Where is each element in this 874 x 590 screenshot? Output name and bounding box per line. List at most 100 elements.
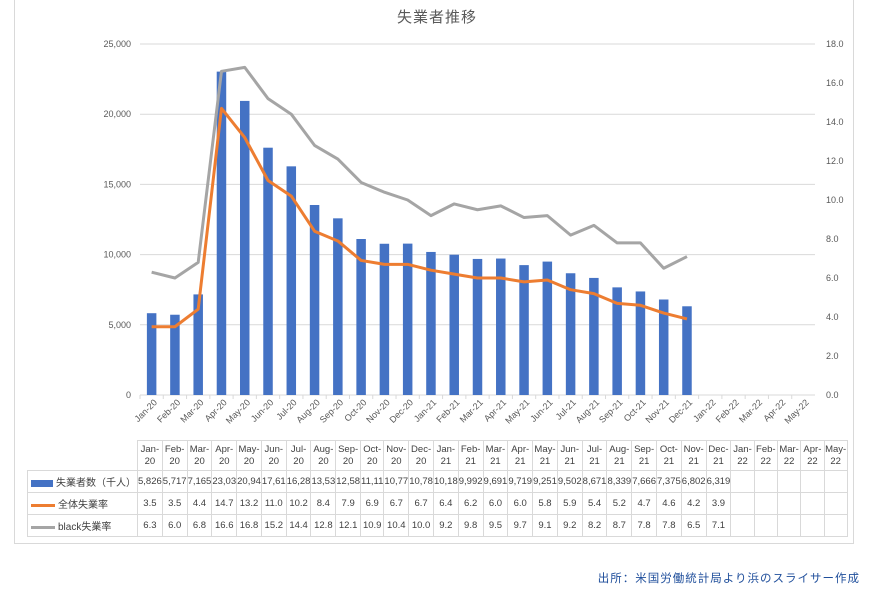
left-axis-tick: 15,000 — [103, 179, 131, 189]
table-cell: 6.3 — [137, 514, 163, 537]
table-cell: 9,992 — [457, 470, 484, 493]
x-axis-label: Sep-20 — [318, 397, 346, 425]
table-cell: 9.2 — [432, 514, 459, 537]
legend-gray-line-key-icon — [31, 525, 55, 529]
bar-unemployed — [146, 313, 157, 395]
table-header-cell: Jul- 21 — [581, 440, 608, 471]
table-cell: 5.8 — [532, 492, 558, 515]
table-cell — [753, 492, 778, 515]
row-label-text: 全体失業率 — [58, 500, 108, 511]
table-cell: 13.2 — [236, 492, 262, 515]
table-header-cell: May- 22 — [823, 440, 848, 471]
x-axis-label: Feb-22 — [714, 397, 741, 424]
right-axis-tick: 10.0 — [826, 195, 844, 205]
table-header-cell: Aug- 20 — [310, 440, 337, 471]
table-row: 全体失業率 3.5 3.5 4.4 14.7 13.2 11.0 10.2 8.4 7.9 6.9 6… — [27, 492, 848, 515]
table-cell: 3.5 — [161, 492, 188, 515]
x-axis-label: Mar-20 — [178, 397, 205, 424]
right-axis-tick: 4.0 — [826, 312, 839, 322]
table-header-cell: Dec- 20 — [408, 440, 434, 471]
bar-unemployed — [449, 254, 459, 395]
table-cell: 8.4 — [310, 492, 337, 515]
bar-unemployed — [309, 204, 320, 395]
table-cell: 6.2 — [457, 492, 484, 515]
x-axis-label: Jun-20 — [249, 397, 276, 424]
table-cell: 13,53 — [310, 470, 337, 493]
table-header-cell: Jan- 20 — [137, 440, 163, 471]
table-cell: 10.2 — [285, 492, 312, 515]
x-axis-label: Aug-20 — [294, 397, 322, 425]
table-cell — [800, 470, 825, 493]
table-header-cell: Jul- 20 — [285, 440, 312, 471]
table-cell: 3.5 — [137, 492, 163, 515]
row-label-text: 失業者数（千人） — [56, 478, 136, 489]
bar-unemployed — [286, 166, 297, 395]
x-axis-label: Feb-21 — [434, 397, 461, 424]
line-black-rate — [151, 65, 688, 280]
left-axis-tick: 0 — [126, 390, 131, 400]
table-cell: 4.6 — [656, 492, 682, 515]
table-cell: 5,826 — [137, 470, 163, 493]
table-cell: 5.4 — [581, 492, 608, 515]
table-header-cell: Mar- 21 — [482, 440, 509, 471]
table-cell: 10,78 — [408, 470, 434, 493]
table-cell — [776, 470, 802, 493]
right-axis-tick: 12.0 — [826, 156, 844, 166]
bar-unemployed — [542, 261, 553, 395]
combo-chart: 0 5,000 10,000 15,000 20,000 25,000 0.0 2.0 4.0 6… — [103, 39, 844, 426]
table-cell: 8,671 — [581, 470, 608, 493]
legend-orange-line-key-icon — [31, 503, 55, 507]
bar-unemployed — [216, 71, 227, 396]
table-header-cell: Aug- 21 — [606, 440, 633, 471]
table-cell: 6.9 — [360, 492, 385, 515]
table-cell: 7.8 — [656, 514, 682, 537]
x-axis-label: Feb-20 — [155, 397, 182, 424]
bar-unemployed — [658, 299, 669, 395]
table-cell: 9.1 — [532, 514, 558, 537]
table-cell — [823, 492, 848, 515]
bar-unemployed — [170, 314, 180, 395]
table-cell: 8.2 — [581, 514, 608, 537]
table-cell: 4.7 — [631, 492, 657, 515]
data-table: Jan- 20 Feb- 20 Mar- 20 Apr- 20 May- 20 Jun- 20 Jul-… — [27, 440, 848, 537]
table-header-cell: Feb- 22 — [753, 440, 778, 471]
table-cell — [776, 492, 802, 515]
table-cell: 4.4 — [186, 492, 213, 515]
legend-bar-key-icon — [31, 479, 53, 487]
table-header-cell: Mar- 20 — [186, 440, 213, 471]
left-axis-tick: 20,000 — [103, 109, 131, 119]
x-axis-label: Nov-21 — [644, 397, 672, 425]
bar-unemployed — [682, 306, 692, 395]
table-row: 失業者数（千人） 5,826 5,717 7,165 23,03 20,94 17,61 16… — [27, 470, 848, 493]
right-axis-tick: 8.0 — [826, 234, 839, 244]
table-cell: 9,719 — [507, 470, 534, 493]
table-cell: 16.8 — [236, 514, 262, 537]
table-cell: 6.0 — [507, 492, 534, 515]
x-axis-label: Mar-21 — [458, 397, 485, 424]
table-header-cell: Feb- 20 — [161, 440, 188, 471]
left-axis-tick: 10,000 — [103, 250, 131, 260]
table-header-cell: Nov- 20 — [383, 440, 410, 471]
bar-unemployed — [402, 243, 413, 395]
left-axis-tick: 5,000 — [108, 320, 131, 330]
right-axis-tick: 6.0 — [826, 273, 839, 283]
table-header-cell: Jan- 22 — [730, 440, 755, 471]
table-cell: 15.2 — [260, 514, 287, 537]
row-label: 失業者数（千人） — [27, 470, 138, 493]
table-header-cell: Oct- 20 — [360, 440, 385, 471]
table-cell — [800, 514, 825, 537]
table-cell: 16.6 — [211, 514, 238, 537]
table-cell: 17,61 — [260, 470, 287, 493]
table-cell: 14.7 — [211, 492, 238, 515]
table-cell: 6.8 — [186, 514, 213, 537]
table-cell — [753, 470, 778, 493]
x-axis-label: May-21 — [503, 397, 531, 425]
table-header-cell: Apr- 20 — [211, 440, 238, 471]
table-cell: 5,717 — [161, 470, 188, 493]
bar-unemployed — [263, 147, 273, 395]
table-cell: 10.4 — [383, 514, 410, 537]
bar-unemployed — [496, 258, 506, 395]
table-cell: 6,802 — [680, 470, 707, 493]
x-axis-label: Dec-20 — [387, 397, 415, 425]
bar-unemployed — [519, 265, 529, 395]
